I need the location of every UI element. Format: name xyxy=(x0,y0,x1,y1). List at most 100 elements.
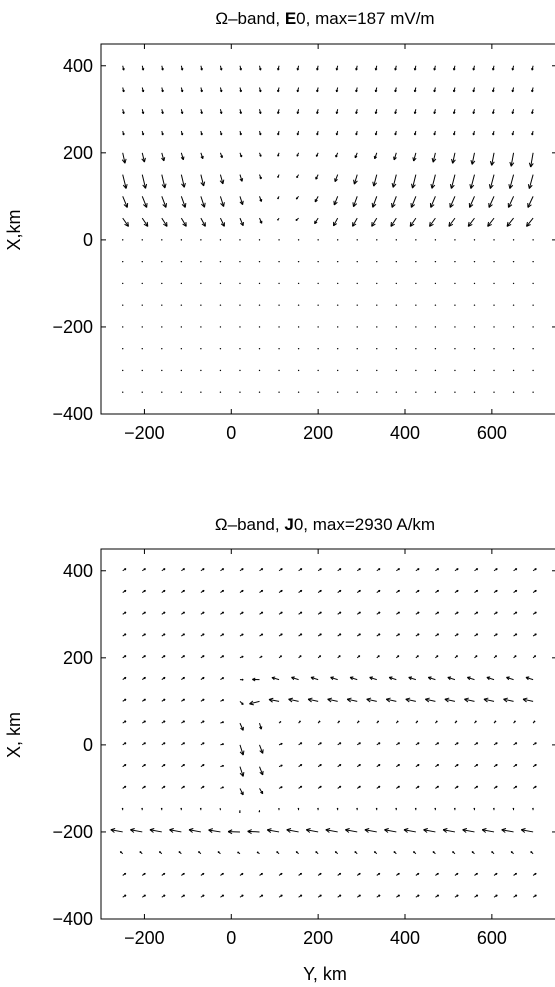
current-arrow xyxy=(298,894,303,898)
current-arrow xyxy=(278,611,283,615)
e-field-arrow xyxy=(356,391,358,393)
current-arrow xyxy=(474,872,478,876)
current-arrow xyxy=(181,568,186,572)
current-arrow xyxy=(471,851,475,855)
e-field-arrow xyxy=(526,217,534,227)
current-arrow xyxy=(435,894,440,898)
e-field-arrow xyxy=(376,369,378,372)
e-field-arrow xyxy=(493,391,495,393)
current-arrow xyxy=(474,589,479,593)
e-field-arrow xyxy=(512,326,515,328)
current-arrow xyxy=(337,655,341,659)
e-field-arrow xyxy=(180,65,184,71)
e-field-arrow xyxy=(512,304,515,306)
current-arrow xyxy=(532,785,537,789)
e-field-arrow xyxy=(278,348,280,350)
e-field-arrow xyxy=(415,282,417,285)
e-field-arrow xyxy=(472,87,476,93)
current-arrow xyxy=(364,828,377,833)
e-field-arrow xyxy=(317,304,319,306)
e-field-arrow xyxy=(531,109,534,115)
e-field-arrow xyxy=(487,217,495,227)
current-arrow xyxy=(454,655,458,659)
e-field-arrow xyxy=(393,152,397,161)
current-arrow xyxy=(453,807,456,811)
e-field-arrow xyxy=(180,152,185,161)
current-arrow xyxy=(346,697,358,703)
current-arrow xyxy=(239,568,244,572)
current-arrow xyxy=(149,828,162,833)
e-field-arrow xyxy=(180,130,184,136)
e-field-arrow xyxy=(317,282,319,285)
current-arrow xyxy=(220,894,225,898)
e-field-arrow xyxy=(429,196,436,208)
current-arrow xyxy=(110,828,123,833)
current-arrow xyxy=(522,697,534,703)
current-y-axis-label: X, km xyxy=(4,712,24,758)
current-arrow xyxy=(317,633,322,637)
current-arrow xyxy=(220,589,225,593)
e-field-arrow xyxy=(371,217,378,227)
current-arrow xyxy=(435,633,440,637)
e-field-arrow xyxy=(200,152,204,160)
e-field-arrow xyxy=(297,369,300,372)
current-arrow xyxy=(181,611,186,615)
current-arrow xyxy=(181,633,186,637)
e-field-arrow xyxy=(122,348,124,350)
current-arrow xyxy=(259,655,263,659)
current-arrow xyxy=(220,743,225,746)
e-field-arrow xyxy=(431,152,437,163)
current-title: Ω–band, J0, max=2930 A/km xyxy=(215,515,435,534)
e-field-arrow xyxy=(413,87,417,93)
current-arrow xyxy=(376,785,381,789)
e-field-arrow xyxy=(239,87,242,93)
current-arrow xyxy=(238,810,241,813)
e-field-arrow xyxy=(434,326,437,328)
current-arrow xyxy=(130,828,143,833)
e-field-arrow xyxy=(180,282,183,285)
current-arrow xyxy=(415,589,420,593)
e-field-arrow xyxy=(452,109,456,115)
e-field-arrow xyxy=(531,130,534,136)
current-plot-frame xyxy=(100,548,555,920)
e-field-arrow xyxy=(335,109,339,115)
e-field-arrow xyxy=(141,239,143,241)
e-field-arrow xyxy=(336,260,339,263)
e-field-arrow xyxy=(355,87,358,93)
current-arrow xyxy=(141,611,146,615)
current-arrow xyxy=(247,829,260,835)
e-field-arrow xyxy=(219,282,222,285)
current-arrow xyxy=(141,807,143,811)
e-field-arrow xyxy=(258,87,262,93)
e-field-arrow xyxy=(473,239,476,241)
e-field-arrow xyxy=(395,369,398,372)
e-field-arrow xyxy=(200,282,202,285)
e-field-arrow xyxy=(527,174,534,189)
current-arrow xyxy=(315,851,319,855)
e-field-arrow xyxy=(200,348,202,350)
current-arrow xyxy=(317,894,322,898)
e-field-arrow xyxy=(141,130,145,136)
e-field-arrow xyxy=(316,87,319,93)
e-field-arrow xyxy=(430,174,436,189)
current-arrows xyxy=(110,568,537,898)
e-field-arrow xyxy=(277,152,280,157)
e-field-arrow xyxy=(493,348,495,350)
current-arrow xyxy=(337,872,342,876)
current-arrow xyxy=(276,851,280,855)
current-arrow xyxy=(141,872,146,876)
current-arrow xyxy=(414,807,417,811)
e-field-arrow xyxy=(180,304,183,306)
e-field-arrow xyxy=(434,391,437,393)
current-arrow xyxy=(161,763,166,768)
current-x-tick-label: 400 xyxy=(390,928,420,948)
current-arrow xyxy=(403,828,416,833)
current-arrow xyxy=(298,763,303,768)
e-field-arrow xyxy=(511,87,515,93)
current-arrow xyxy=(286,828,299,833)
current-arrow xyxy=(435,742,440,746)
e-field-arrow xyxy=(454,239,456,241)
e-field-arrow xyxy=(532,326,534,328)
e-field-arrow xyxy=(472,130,475,136)
current-arrow xyxy=(158,851,163,855)
